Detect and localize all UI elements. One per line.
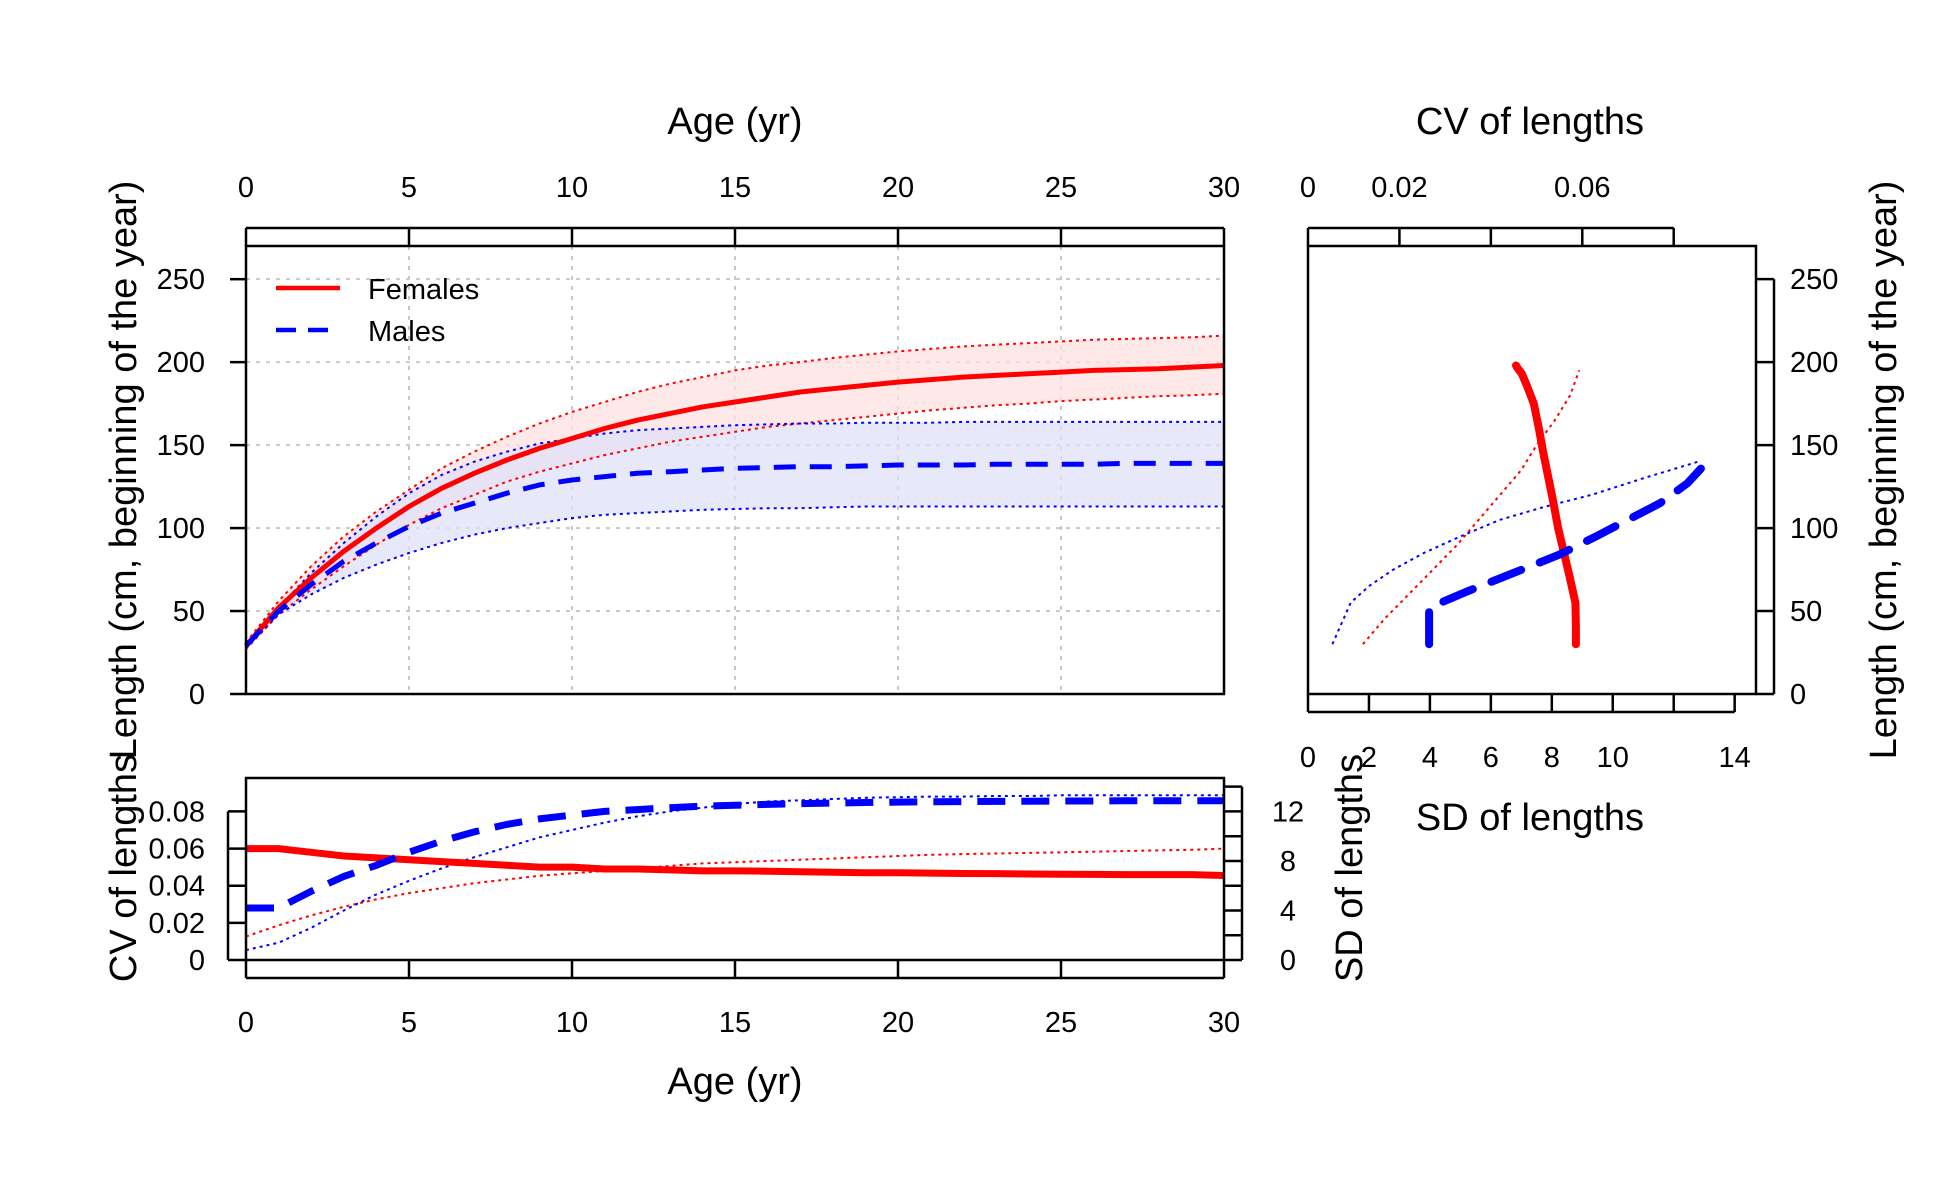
legend-label-males: Males [368, 316, 445, 348]
sd-tick-label: 6 [1483, 742, 1499, 774]
left-y-axis: 0 50 100 150 200 250 [157, 264, 246, 711]
bottom-x-axis: 0 5 10 15 20 25 30 [238, 960, 1240, 1039]
left-y-axis-title: CV of lengths [103, 754, 145, 982]
series-lines [1331, 361, 1710, 649]
x-tick-label: 0 [238, 1007, 254, 1039]
sd-tick-label: 10 [1597, 742, 1629, 774]
cv-line-males [246, 797, 1224, 912]
sd-tick-label: 2 [1361, 742, 1377, 774]
y-tick-label: 150 [1790, 430, 1838, 462]
y-tick-label: 0.06 [149, 834, 205, 866]
cv-tick-label: 0.02 [1371, 172, 1427, 204]
cv-by-length-line-males [1425, 459, 1710, 649]
bottom-x-axis-title: SD of lengths [1416, 797, 1644, 839]
x-tick-label: 25 [1045, 172, 1077, 204]
x-tick-label: 15 [719, 172, 751, 204]
cv-tick-label: 0.06 [1554, 172, 1610, 204]
x-tick-label: 20 [882, 1007, 914, 1039]
top-x-axis-title: CV of lengths [1416, 101, 1644, 143]
sd-tick-label: 8 [1280, 846, 1296, 878]
variability-by-length-panel: 0 0.02 0.06 0 2 4 6 8 10 14 0 50 100 150 200 250 CV o… [1300, 101, 1905, 839]
interval-fills [246, 335, 1224, 650]
y-tick-label: 200 [1790, 347, 1838, 379]
interval-band-males [246, 421, 1224, 648]
legend: Females Males [276, 274, 479, 348]
upper-interval-line-females [245, 334, 1225, 644]
x-tick-label: 20 [882, 172, 914, 204]
x-tick-label: 5 [401, 172, 417, 204]
bottom-sd-axis: 0 2 4 6 8 10 14 [1300, 694, 1751, 774]
sd-tick-label: 8 [1544, 742, 1560, 774]
legend-label-females: Females [368, 274, 479, 306]
y-tick-label: 100 [1790, 513, 1838, 545]
series-lines [244, 334, 1225, 650]
cv-line-females [246, 845, 1225, 879]
right-y-axis: 0 50 100 150 200 250 [1756, 264, 1838, 711]
right-y-axis-title: Length (cm, beginning of the year) [1863, 181, 1905, 760]
x-tick-label: 5 [401, 1007, 417, 1039]
y-tick-label: 100 [157, 513, 205, 545]
y-tick-label: 0.08 [149, 796, 205, 828]
series-lines [245, 794, 1225, 952]
sd-by-length-line-males [1331, 460, 1699, 645]
y-tick-label: 50 [1790, 596, 1822, 628]
lower-interval-line-males [245, 505, 1224, 649]
y-tick-label: 0.04 [149, 871, 205, 903]
top-x-axis: 0 5 10 15 20 25 30 [238, 172, 1240, 246]
x-axis-title: Age (yr) [667, 101, 802, 143]
y-axis-title: Length (cm, beginning of the year) [103, 181, 145, 760]
mean-length-line-females [244, 363, 1225, 648]
left-cv-axis: 0 0.02 0.04 0.06 0.08 [149, 796, 246, 977]
x-tick-label: 10 [556, 172, 588, 204]
y-tick-label: 250 [157, 264, 205, 296]
y-tick-label: 50 [173, 596, 205, 628]
x-axis-title: Age (yr) [667, 1061, 802, 1103]
sd-tick-label: 4 [1280, 895, 1296, 927]
sd-line-females [245, 847, 1225, 938]
x-tick-label: 30 [1208, 1007, 1240, 1039]
x-tick-label: 0 [238, 172, 254, 204]
lower-interval-line-females [245, 392, 1225, 650]
sd-tick-label: 12 [1272, 796, 1304, 828]
y-tick-label: 250 [1790, 264, 1838, 296]
x-tick-label: 15 [719, 1007, 751, 1039]
x-tick-label: 10 [556, 1007, 588, 1039]
x-tick-label: 30 [1208, 172, 1240, 204]
variability-at-age-panel: 0 5 10 15 20 25 30 0 0.02 0.04 0.06 0.08 0 4 8 12 Age… [103, 754, 1371, 1103]
top-cv-axis: 0 0.02 0.06 [1300, 172, 1675, 246]
y-tick-label: 200 [157, 347, 205, 379]
y-tick-label: 0.02 [149, 908, 205, 940]
right-y-axis-title: SD of lengths [1329, 754, 1371, 982]
sd-tick-label: 4 [1422, 742, 1438, 774]
plot-frame [1306, 244, 1758, 696]
sd-by-length-line-females [1362, 370, 1581, 645]
y-tick-label: 150 [157, 430, 205, 462]
y-tick-label: 0 [189, 679, 205, 711]
sd-tick-label: 0 [1280, 945, 1296, 977]
length-at-age-panel: 0 5 10 15 20 25 30 0 50 100 150 200 250 Age (yr) Le… [103, 101, 1240, 759]
cv-tick-label: 0 [1300, 172, 1316, 204]
right-sd-axis: 0 4 8 12 [1224, 785, 1304, 977]
y-tick-label: 0 [1790, 679, 1806, 711]
cv-by-length-line-females [1512, 361, 1580, 649]
sd-tick-label: 0 [1300, 742, 1316, 774]
sd-tick-label: 14 [1719, 742, 1751, 774]
y-tick-label: 0 [189, 945, 205, 977]
x-tick-label: 25 [1045, 1007, 1077, 1039]
